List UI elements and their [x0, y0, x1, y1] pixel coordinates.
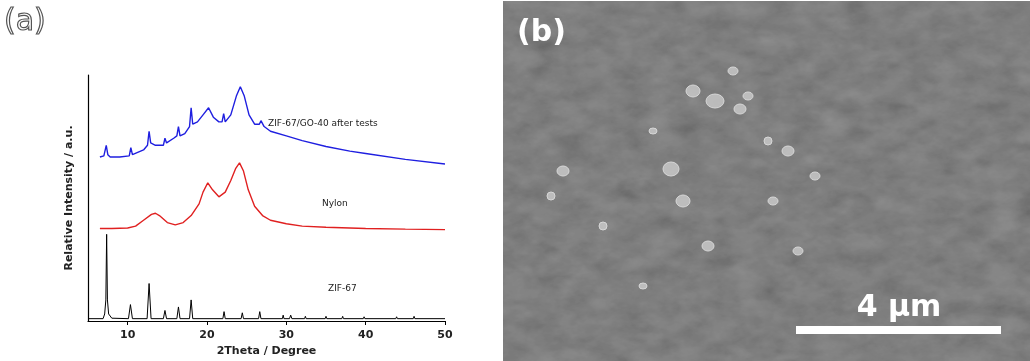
- svg-text:ZIF-67/GO-40 after tests: ZIF-67/GO-40 after tests: [268, 118, 378, 128]
- svg-text:Relative Intensity / a.u.: Relative Intensity / a.u.: [62, 125, 75, 270]
- svg-text:10: 10: [120, 328, 136, 341]
- svg-text:4 μm: 4 μm: [857, 288, 942, 323]
- svg-text:(b): (b): [517, 13, 566, 48]
- svg-text:50: 50: [437, 328, 453, 341]
- svg-text:40: 40: [358, 328, 374, 341]
- svg-text:2Theta / Degree: 2Theta / Degree: [217, 344, 317, 357]
- svg-text:Nylon: Nylon: [322, 198, 348, 208]
- svg-text:ZIF-67: ZIF-67: [328, 283, 357, 293]
- html-text:(a): (a): [4, 2, 46, 37]
- svg-text:20: 20: [199, 328, 215, 341]
- svg-text:30: 30: [279, 328, 295, 341]
